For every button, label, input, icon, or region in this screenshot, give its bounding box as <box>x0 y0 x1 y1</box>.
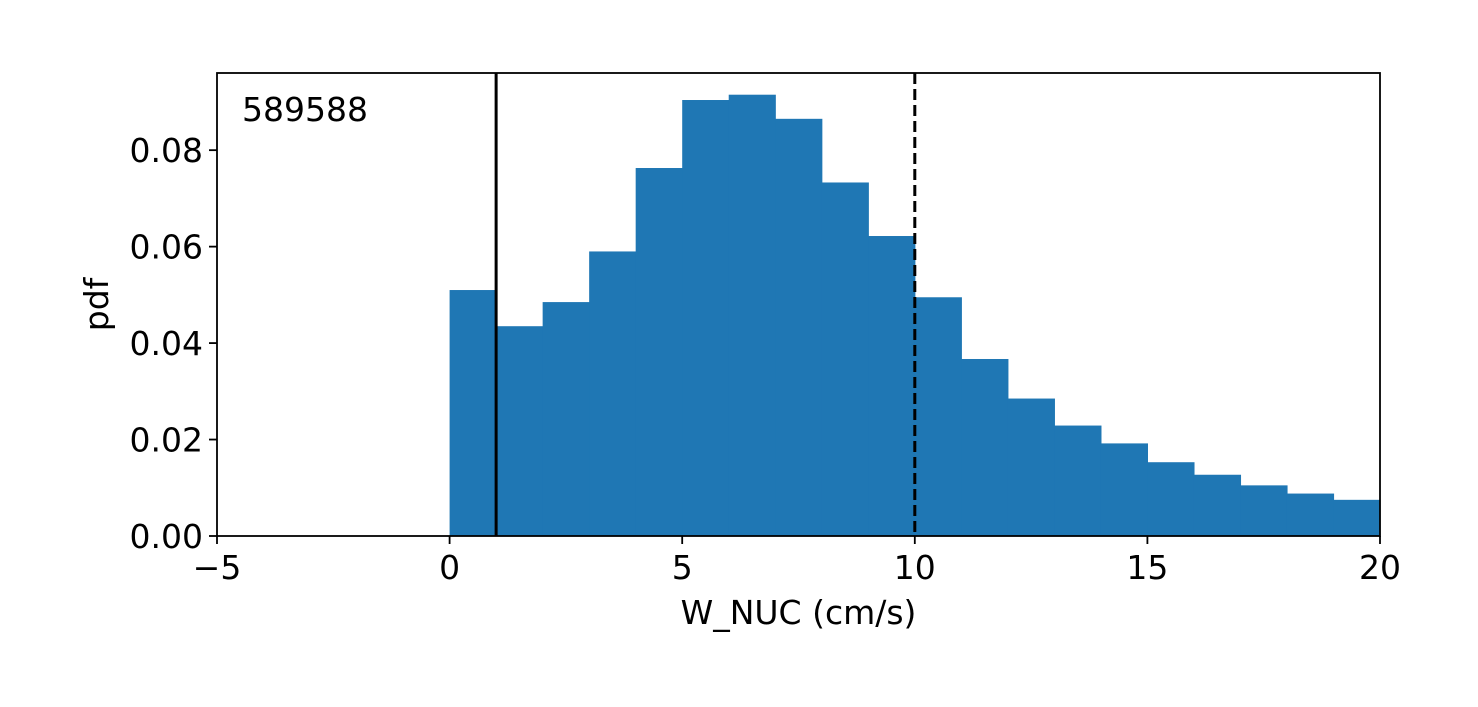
histogram-bar <box>1193 474 1242 536</box>
y-tick-label: 0.00 <box>130 517 203 556</box>
histogram-bar <box>1007 398 1055 536</box>
histogram-bar <box>1240 485 1288 536</box>
histogram-bar <box>449 290 497 536</box>
y-tick-label: 0.02 <box>130 421 203 460</box>
histogram-bar <box>1147 462 1195 536</box>
x-axis-label: W_NUC (cm/s) <box>681 593 917 632</box>
histogram-bar <box>589 251 637 536</box>
y-tick-label: 0.08 <box>130 131 203 170</box>
y-tick-label: 0.06 <box>130 228 203 267</box>
x-tick-label: 5 <box>672 548 693 587</box>
histogram-bar <box>821 182 869 536</box>
x-tick-label: 10 <box>894 548 936 587</box>
x-axis-ticks: −5 0 5 10 15 20 <box>193 536 1401 587</box>
histogram-bar <box>728 94 776 536</box>
histogram-bar <box>775 118 823 536</box>
histogram-bar <box>542 302 590 536</box>
bars-group <box>449 94 1381 536</box>
x-tick-label: 20 <box>1359 548 1401 587</box>
histogram-bar <box>1333 499 1381 536</box>
histogram-bar <box>1286 493 1335 536</box>
histogram-bar <box>868 236 916 536</box>
histogram-bar <box>682 100 730 536</box>
reference-lines <box>494 73 917 536</box>
histogram-bar <box>635 168 683 536</box>
y-axis-ticks: 0.00 0.02 0.04 0.06 0.08 <box>130 131 217 556</box>
histogram-bar <box>496 326 544 536</box>
x-tick-label: 0 <box>439 548 460 587</box>
plot-frame <box>216 72 1381 537</box>
histogram-bar <box>1100 443 1148 536</box>
y-axis-label: pdf <box>77 276 116 331</box>
x-tick-label: 15 <box>1126 548 1168 587</box>
annotation-label: 589588 <box>242 90 368 129</box>
histogram-bar <box>914 297 962 536</box>
x-tick-label: −5 <box>193 548 242 587</box>
y-tick-label: 0.04 <box>130 324 203 363</box>
histogram-bar <box>961 358 1009 536</box>
histogram-bar <box>1054 425 1102 536</box>
